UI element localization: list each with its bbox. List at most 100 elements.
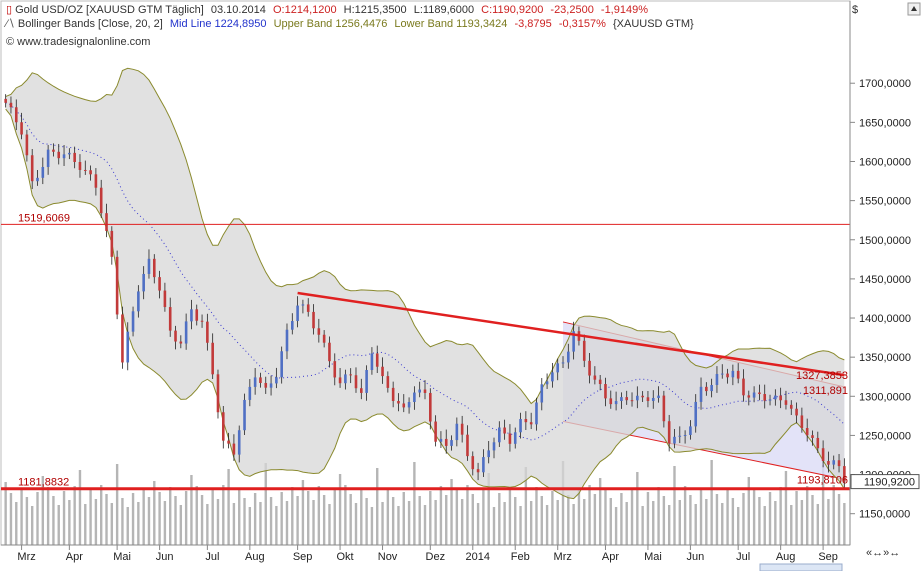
volume-bar — [429, 491, 432, 545]
candle-body — [83, 169, 87, 171]
volume-bar — [471, 494, 474, 545]
volume-bar — [795, 491, 798, 545]
volume-bar — [551, 491, 554, 545]
candle-body — [646, 397, 650, 401]
volume-bar — [455, 490, 459, 545]
volume-bar — [248, 507, 252, 545]
candle-body — [354, 375, 358, 389]
candle-body — [25, 134, 29, 156]
candle-body — [99, 187, 103, 214]
candle-body — [94, 174, 98, 188]
candle-body — [593, 375, 597, 380]
candle-body — [73, 152, 76, 162]
volume-bar — [179, 505, 183, 545]
volume-bar — [529, 501, 533, 545]
volume-bar — [126, 507, 129, 545]
x-tick-label: Jul — [736, 551, 750, 563]
volume-bar — [784, 471, 788, 545]
candle-body — [689, 426, 692, 435]
volume-bar — [715, 494, 719, 545]
candle-body — [200, 320, 204, 322]
candle-body — [699, 386, 703, 402]
volume-bar — [84, 504, 87, 545]
candle-body — [328, 342, 331, 362]
candle-body — [147, 258, 151, 274]
band-change-value: -3,8795 — [514, 18, 551, 30]
volume-bar — [285, 501, 289, 545]
volume-bar — [57, 505, 60, 545]
candle-body — [333, 361, 337, 378]
candle-body — [811, 435, 814, 438]
change-value: -23,2500 — [550, 4, 593, 16]
date-label: 03.10.2014 — [211, 4, 266, 16]
candle-body — [805, 428, 809, 436]
volume-bar — [407, 501, 411, 545]
candle-body — [269, 383, 273, 388]
volume-bar — [487, 473, 490, 545]
volume-bar — [779, 487, 782, 545]
candle-body — [418, 389, 421, 393]
candle-body — [280, 351, 283, 378]
volume-bar — [450, 479, 453, 545]
candle-body — [657, 395, 660, 398]
x-tick-label: 2014 — [466, 551, 490, 563]
candle-body — [423, 389, 427, 393]
candle-body — [763, 394, 767, 401]
candle-body — [206, 321, 209, 343]
candle-body — [397, 400, 400, 404]
candle-body — [221, 412, 225, 441]
volume-bar — [370, 507, 374, 545]
volume-bar — [508, 488, 512, 545]
volume-bar — [827, 499, 830, 545]
volume-bar — [790, 505, 793, 545]
last-price-box — [850, 474, 920, 490]
candle-body — [551, 372, 554, 382]
header-line-1: ▯ Gold USD/OZ [XAUUSD GTM Täglich] 03.10… — [6, 4, 648, 16]
y-tick-label: 1350,0000 — [859, 352, 911, 364]
candle-body — [68, 152, 71, 155]
candle-body — [407, 402, 411, 408]
volume-bar — [726, 489, 729, 545]
candle-body — [391, 387, 395, 401]
bollinger-bands — [5, 67, 845, 500]
candle-body — [312, 311, 315, 329]
candle-body — [62, 154, 66, 159]
volume-bar — [89, 490, 92, 545]
candlesticks — [4, 94, 846, 490]
channel-lower-label: 1193,8106 — [797, 474, 848, 486]
volume-bar — [705, 499, 708, 545]
volume-bar — [259, 502, 262, 545]
candle-body — [498, 427, 501, 443]
volume-bar — [195, 486, 198, 545]
candle-body — [768, 399, 772, 401]
date-axis: Mrz Apr Mai Jun Jul Aug Sep Okt Nov Dez 2014 Feb Mrz… — [1, 544, 850, 563]
x-tick-label: Sep — [818, 551, 838, 563]
candle-body — [253, 377, 257, 387]
horizontal-scrollbar[interactable] — [759, 563, 843, 572]
candle-body — [4, 98, 7, 103]
candle-body — [482, 457, 485, 473]
x-tick-label: Mrz — [17, 551, 35, 563]
y-tick-label: 1600,0000 — [859, 156, 911, 168]
upper-band-line — [5, 67, 845, 405]
candle-body — [609, 398, 613, 405]
x-tick-label: Nov — [378, 551, 398, 563]
volume-bar — [110, 503, 114, 545]
low-value: L:1189,6000 — [414, 4, 474, 16]
volume-bar — [206, 504, 209, 545]
change-pct-value: -1,9149% — [601, 4, 648, 16]
volume-bar — [731, 498, 735, 545]
volume-bar — [742, 493, 745, 545]
last-price-label: 1190,9200 — [864, 477, 915, 489]
chart-header: ▯ Gold USD/OZ [XAUUSD GTM Täglich] 03.10… — [3, 4, 694, 48]
upper-band-value: Upper Band 1256,4476 — [274, 18, 388, 30]
candle-body — [344, 374, 347, 384]
zoom-arrows-icon[interactable]: «↔»↔ — [866, 547, 900, 559]
volume-bar — [710, 460, 713, 545]
scroll-controls[interactable]: «↔»↔ — [866, 2, 921, 559]
candle-body — [779, 395, 782, 401]
candle-body — [492, 442, 496, 451]
header-icon: ▯ — [6, 4, 12, 16]
volume-bar — [466, 485, 469, 545]
candle-body — [471, 456, 475, 470]
